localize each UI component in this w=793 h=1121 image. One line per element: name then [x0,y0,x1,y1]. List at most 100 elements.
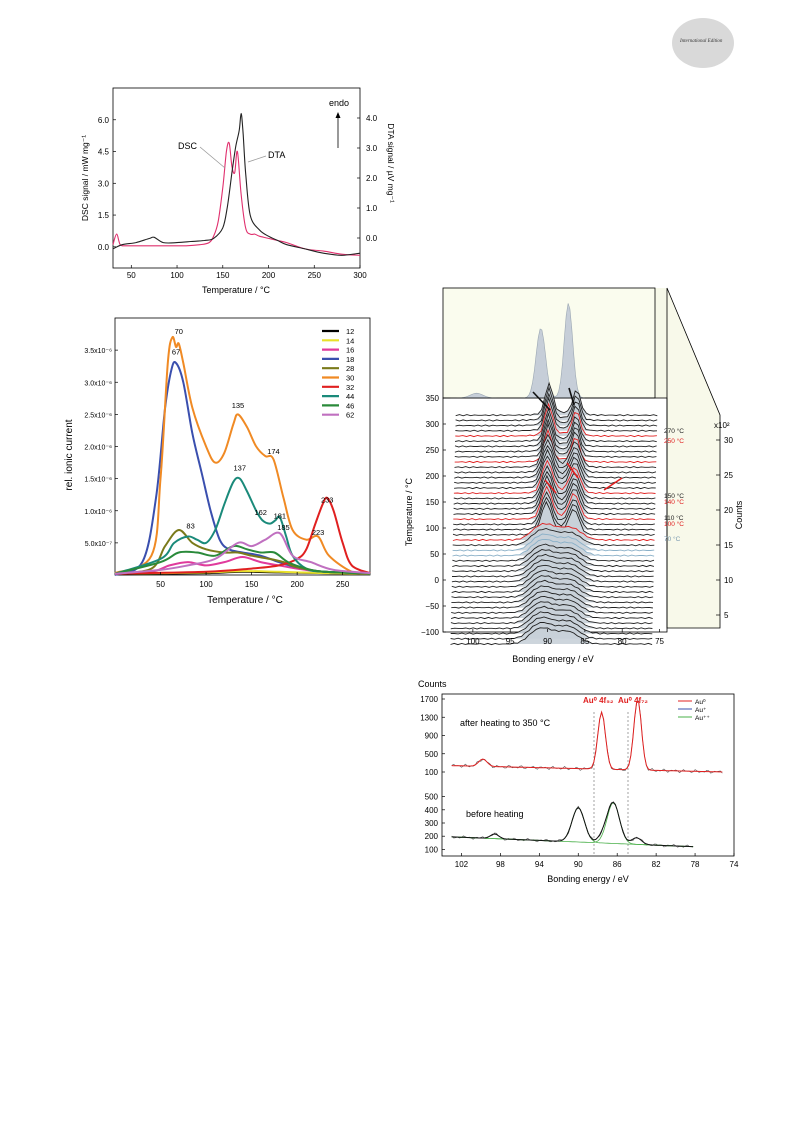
x-tick-label: 100 [466,637,480,646]
xps-spectrum-line [455,381,658,417]
temperature-label: 110 °C [664,514,684,522]
xps-spectrum-line [452,528,655,547]
z-tick-label: 25 [724,471,733,480]
y-tick-label: 3.5x10⁻⁶ [84,348,112,355]
y2-tick-label: 3.0 [366,144,378,153]
x-tick-label: 80 [618,637,627,646]
xps-spectrum-line [451,590,653,609]
ms-ylabel: rel. ionic current [64,419,75,490]
xps-spectrum-line [452,496,655,531]
xps-arrow [603,477,623,491]
xps-spectrum-line [451,579,654,599]
xps-spectrum-line [454,448,656,484]
series-m28-line [114,529,371,575]
series-m32-line [114,496,371,575]
series-m30-line [114,335,371,575]
y-tick-label: 6.0 [98,116,110,125]
peak-label: 223 [312,528,325,537]
dsc-pointer [199,146,226,169]
xps-spectrum-fill [450,627,653,645]
peak-label: 174 [267,447,280,456]
xps-spectrum-line [454,422,657,458]
y2-tick-label: 2.0 [366,174,378,183]
x-tick-label: 82 [652,860,661,869]
y-tick-label: 400 [425,806,439,815]
legend-label: Au⁺ [695,707,707,714]
xps-arrow [544,479,557,494]
peak-label: 162 [254,508,267,517]
x-tick-label: 86 [613,860,622,869]
xps-after-heating-raw [451,700,723,774]
x-tick-label: 78 [691,860,700,869]
x-tick-label: 50 [127,271,136,280]
xps-spectrum-line [451,595,653,614]
y-tick-label: 100 [425,845,439,854]
xps-spectrum-fill [455,387,658,421]
y-tick-label: 4.5 [98,148,110,157]
peak-label: 67 [172,348,180,357]
peak-label: 135 [232,401,245,410]
legend-label: Au⁺⁺ [695,715,710,722]
peak-label: 233 [321,495,334,504]
series-m46-line [114,544,371,575]
xps-spectrum-line [454,455,656,490]
x-tick-label: 150 [216,271,230,280]
xps-stack-zlabel: Counts [734,500,744,529]
x-tick-label: 75 [655,637,664,646]
y-tick-label: 2.5x10⁻⁶ [84,412,112,419]
xps-arrow [568,387,575,406]
x-tick-label: 98 [496,860,505,869]
dsc-label: DSC [178,141,198,151]
peak-label: 181 [274,511,287,520]
x-tick-label: 250 [336,580,350,589]
y2-tick-label: 1.0 [366,204,378,213]
temperature-label: 150 °C [664,492,684,500]
y-tick-label: 350 [426,394,440,403]
xps-spectra-chart: 102 98 94 90 86 82 78 74 100 500 900 1300 1700 100 200… [418,679,739,884]
x-tick-label: 150 [245,580,259,589]
y-tick-label: 200 [426,472,440,481]
xps-spectrum-line [453,459,656,495]
xps-spectrum-fill [455,413,657,447]
x-tick-label: 250 [308,271,322,280]
temperature-label: 100 °C [664,520,684,528]
xps-peak-header-2: Au⁰ 4f₇₂ [618,696,648,705]
xps-spectrum-line [452,539,655,557]
x-tick-label: 200 [290,580,304,589]
xps-spectrum-fill [454,423,657,458]
xps-spectrum-line [455,407,657,443]
xps-spectrum-line [455,385,658,422]
ms-frame [114,317,371,576]
xps-spectrum-line [454,438,657,474]
xps-spectrum-line [455,392,658,427]
xps-spectrum-line [450,616,653,635]
xps-spectra-xlabel: Bonding energy / eV [547,874,629,884]
xps-before-heating-fit [451,801,694,848]
xps-spectrum-line [454,433,657,469]
xps-arrow [532,391,551,411]
x-tick-label: 74 [730,860,739,869]
y2-tick-label: 4.0 [366,114,378,123]
dsc-dta-chart: 50 100 150 200 250 300 0.0 1.5 3.0 4.5 6.0 0.0 1.0 2.… [80,87,396,295]
xps-stack-chart: 100 95 90 85 80 75 −100 −50 0 50 100 150 200 250 300 35… [404,287,744,664]
xps-stack-xlabel: Bonding energy / eV [512,654,594,664]
peak-label: 83 [186,522,194,531]
peak-label: 70 [175,327,183,336]
xps-spectrum-line [453,474,656,510]
xps-spectrum-fill [455,398,657,432]
y-tick-label: 200 [425,832,439,841]
y-tick-label: 100 [426,524,440,533]
y-tick-label: 100 [425,768,439,777]
y-tick-label: −50 [425,602,439,611]
xps-spectrum-line [451,575,654,594]
legend-label-m14: 14 [346,336,354,345]
dta-pointer [247,155,267,163]
dsc-dta-xlabel: Temperature / °C [202,285,271,295]
legend-label-m16: 16 [346,346,354,355]
temperature-label: 250 °C [664,437,684,445]
y-tick-label: 1700 [420,695,438,704]
xps-spectrum-line [453,491,655,526]
xps-spectrum-line [452,549,655,568]
y-tick-label: 3.0 [98,179,110,188]
legend-label-m32: 32 [346,383,354,392]
